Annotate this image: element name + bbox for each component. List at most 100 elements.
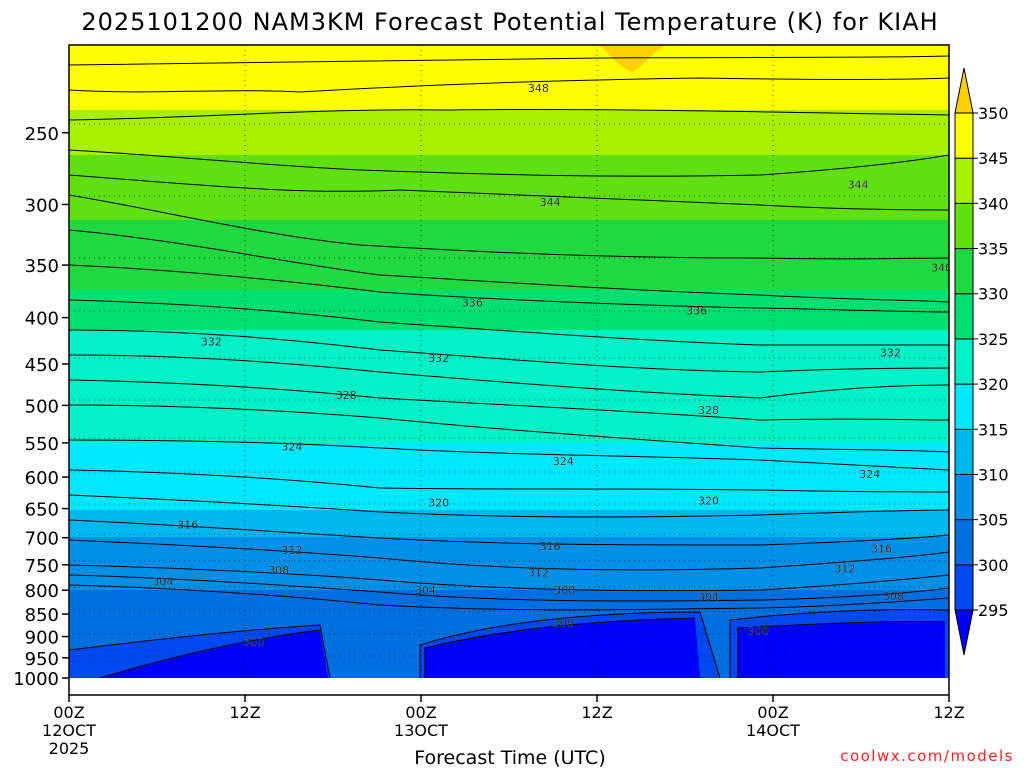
x-axis-label: Forecast Time (UTC) — [414, 747, 605, 768]
contour-label: 304 — [415, 584, 436, 597]
x-tick-label: 2025 — [49, 739, 90, 758]
contour-label: 344 — [540, 196, 561, 209]
contour-label: 316 — [177, 519, 198, 532]
contour-label: 308 — [554, 584, 575, 597]
colorbar-swatch — [954, 202, 974, 250]
x-tick-label: 12OCT — [42, 721, 96, 740]
x-tick-label: 13OCT — [394, 721, 448, 740]
colorbar-swatch — [954, 112, 974, 159]
contour-label: 332 — [201, 335, 222, 348]
y-tick-label: 750 — [25, 556, 59, 577]
y-tick-label: 1000 — [13, 669, 59, 690]
contour-line — [69, 77, 949, 93]
y-tick-label: 550 — [25, 434, 59, 455]
y-axis: 2503003504004505005506006507007508008509… — [13, 124, 69, 690]
colorbar-swatch — [954, 564, 974, 611]
colorbar-swatch — [954, 293, 974, 340]
contour-label: 336 — [686, 305, 707, 318]
colorbar-label: 295 — [978, 601, 1009, 620]
x-tick-label: 00Z — [757, 703, 788, 722]
contour-label: 312 — [281, 544, 302, 557]
watermark: coolwx.com/models — [840, 747, 1014, 765]
colorbar-low-triangle — [954, 609, 974, 656]
colorbar-label: 310 — [978, 465, 1009, 484]
contour-line — [69, 609, 949, 678]
contour-line — [69, 584, 949, 611]
contour-line — [69, 404, 949, 453]
contour-label: 340 — [931, 261, 952, 274]
contour-line — [69, 229, 949, 303]
contour-label: 344 — [848, 178, 869, 191]
contour-line — [69, 354, 949, 399]
y-tick-label: 250 — [25, 124, 59, 145]
contour-line — [69, 174, 949, 211]
y-tick-label: 850 — [25, 605, 59, 626]
y-tick-label: 450 — [25, 355, 59, 376]
contour-label: 304 — [698, 591, 719, 604]
y-tick-label: 700 — [25, 529, 59, 550]
chart-title: 2025101200 NAM3KM Forecast Potential Tem… — [81, 8, 938, 36]
contour-line — [69, 494, 949, 518]
contour-label: 304 — [152, 575, 173, 588]
colorbar-swatch — [954, 473, 974, 521]
colorbar-swatch — [954, 383, 974, 430]
contour-label: 308 — [883, 590, 904, 603]
contour-label: 308 — [268, 564, 289, 577]
contour-label: 324 — [553, 455, 574, 468]
x-tick-label: 12Z — [933, 703, 964, 722]
contour-line — [69, 574, 949, 602]
contour-labels: 348 344 344 340 336 336 332 332 332 328 328 324 324 3… — [152, 82, 952, 650]
contour-label: 300 — [748, 625, 769, 638]
band-350-355 — [69, 45, 949, 110]
x-tick-label: 00Z — [405, 703, 436, 722]
band-295-300 — [100, 618, 945, 678]
y-tick-label: 800 — [25, 581, 59, 602]
colorbar-label: 315 — [978, 420, 1009, 439]
contour-label: 316 — [540, 540, 561, 553]
y-tick-label: 600 — [25, 468, 59, 489]
x-tick-label: 12Z — [581, 703, 612, 722]
x-tick-label: 12Z — [229, 703, 260, 722]
y-tick-label: 350 — [25, 256, 59, 277]
colorbar-swatch — [954, 428, 974, 475]
y-tick-label: 500 — [25, 396, 59, 417]
contour-line — [69, 379, 949, 421]
contour-label: 332 — [428, 352, 449, 365]
x-tick-label: 00Z — [53, 703, 84, 722]
colorbar-label: 345 — [978, 149, 1009, 168]
contour-line — [99, 617, 946, 678]
contour-line — [69, 564, 949, 592]
colorbar-label: 330 — [978, 285, 1009, 304]
contour-line — [69, 329, 949, 373]
y-tick-label: 300 — [25, 195, 59, 216]
contour-line — [69, 439, 949, 471]
colorbar-label: 350 — [978, 104, 1009, 123]
y-tick-label: 650 — [25, 500, 59, 521]
colorbar-label: 325 — [978, 330, 1009, 349]
contour-label: 312 — [528, 567, 549, 580]
contour-label: 300 — [243, 636, 264, 649]
colorbar-swatch — [954, 248, 974, 295]
contour-label: 336 — [462, 297, 483, 310]
y-tick-label: 900 — [25, 628, 59, 649]
contour-line — [69, 299, 949, 346]
contour-line — [69, 539, 949, 571]
colorbar-swatch — [954, 519, 974, 566]
contour-line — [69, 264, 949, 313]
y-tick-label: 950 — [25, 649, 59, 670]
colorbar: 295 300 305 310 315 320 325 330 335 340 345 350 — [954, 67, 1009, 656]
x-tick-label: 14OCT — [746, 721, 800, 740]
y-tick-label: 400 — [25, 309, 59, 330]
grid — [69, 45, 949, 678]
colorbar-label: 335 — [978, 240, 1009, 259]
colorbar-label: 340 — [978, 194, 1009, 213]
plot-area: 348 344 344 340 336 336 332 332 332 328 328 324 324 3… — [69, 45, 952, 678]
contour-line — [69, 519, 949, 546]
contour-label: 332 — [880, 346, 901, 359]
colorbar-label: 320 — [978, 375, 1009, 394]
contour-label: 328 — [698, 404, 719, 417]
contour-label: 324 — [859, 468, 880, 481]
contour-label: 300 — [553, 617, 574, 630]
